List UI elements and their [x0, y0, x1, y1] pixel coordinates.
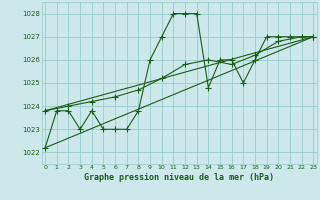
X-axis label: Graphe pression niveau de la mer (hPa): Graphe pression niveau de la mer (hPa)	[84, 173, 274, 182]
